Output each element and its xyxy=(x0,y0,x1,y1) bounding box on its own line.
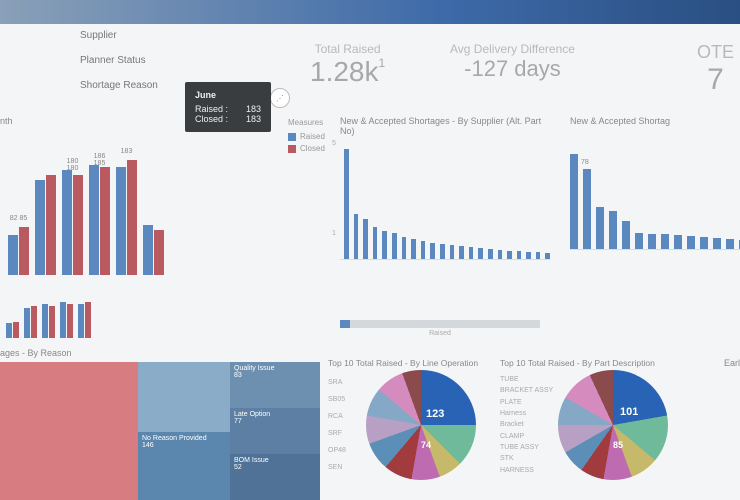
earl-title: Earl xyxy=(724,358,740,368)
accepted-chart[interactable]: New & Accepted Shortag 78 xyxy=(570,116,740,250)
filter-shortage-reason[interactable]: Shortage Reason xyxy=(80,80,158,91)
tooltip-name: June xyxy=(195,90,261,100)
filter-planner-status[interactable]: Planner Status xyxy=(80,55,158,66)
pie-slice-value: 123 xyxy=(426,408,444,420)
filter-list: Supplier Planner Status Shortage Reason xyxy=(80,30,158,91)
chart-title: New & Accepted Shortages - By Supplier (… xyxy=(340,116,550,136)
chart-title: New & Accepted Shortag xyxy=(570,116,740,126)
measures-title: Measures xyxy=(288,118,325,127)
kpi-avg-delivery: Avg Delivery Difference -127 days xyxy=(450,42,575,82)
chart-title: Top 10 Total Raised - By Part Descriptio… xyxy=(500,358,668,368)
mini-monthly-chart[interactable] xyxy=(0,298,200,338)
treemap-cell[interactable] xyxy=(138,362,230,432)
kpi-ote: OTE 7 xyxy=(697,42,734,97)
chart-tooltip: June Raised :183 Closed :183 xyxy=(185,82,271,132)
slider-control[interactable]: Raised xyxy=(340,320,540,340)
treemap-title: ages - By Reason xyxy=(0,348,72,358)
tooltip-row: Closed :183 xyxy=(195,114,261,124)
nth-label: nth xyxy=(0,116,13,126)
monthly-chart[interactable]: 82 85180 180186 185183 xyxy=(0,135,300,285)
treemap-cell[interactable]: No Reason Provided146 xyxy=(138,432,230,500)
y-tick: 1 xyxy=(332,230,336,237)
chart-title: Top 10 Total Raised - By Line Operation xyxy=(328,358,478,368)
tooltip-row: Raised :183 xyxy=(195,104,261,114)
supplier-chart[interactable]: New & Accepted Shortages - By Supplier (… xyxy=(340,116,550,260)
treemap-cell[interactable]: Late Option77 xyxy=(230,408,320,454)
kpi-total-raised: Total Raised 1.28k1 xyxy=(310,42,385,88)
slider-segment xyxy=(340,320,350,328)
kpi-value: 7 xyxy=(697,63,734,97)
kpi-label: OTE xyxy=(697,42,734,63)
pie-labels: TUBEBRACKET ASSYPLATEHarnessBracketCLAMP… xyxy=(500,370,558,480)
pie-slice-value: 74 xyxy=(421,440,431,450)
pie-labels: SRASB05RCASRFOP48SEN xyxy=(328,370,366,480)
kpi-value: 1.28k1 xyxy=(310,56,385,88)
treemap[interactable]: No Reason Provided146 Quality Issue83 La… xyxy=(0,362,320,500)
treemap-cell[interactable]: BOM Issue52 xyxy=(230,454,320,500)
treemap-cell[interactable]: Quality Issue83 xyxy=(230,362,320,408)
kpi-value: -127 days xyxy=(450,56,575,82)
slider-label: Raised xyxy=(340,330,540,337)
circle-button-2[interactable]: ⋰ xyxy=(270,88,290,108)
kpi-label: Avg Delivery Difference xyxy=(450,42,575,56)
pie-chart[interactable]: 101 85 xyxy=(558,370,668,480)
slider-track xyxy=(340,320,540,328)
pie-slice-value: 101 xyxy=(620,406,638,418)
pie-part-description[interactable]: Top 10 Total Raised - By Part Descriptio… xyxy=(500,358,668,480)
y-tick: 5 xyxy=(332,140,336,147)
kpi-label: Total Raised xyxy=(310,42,385,56)
pie-chart[interactable]: 123 74 xyxy=(366,370,476,480)
header-band xyxy=(0,0,740,24)
pie-line-operation[interactable]: Top 10 Total Raised - By Line Operation … xyxy=(328,358,478,480)
treemap-cell-big[interactable] xyxy=(0,362,138,500)
pie-slice-value: 85 xyxy=(613,440,623,450)
filter-supplier[interactable]: Supplier xyxy=(80,30,158,41)
